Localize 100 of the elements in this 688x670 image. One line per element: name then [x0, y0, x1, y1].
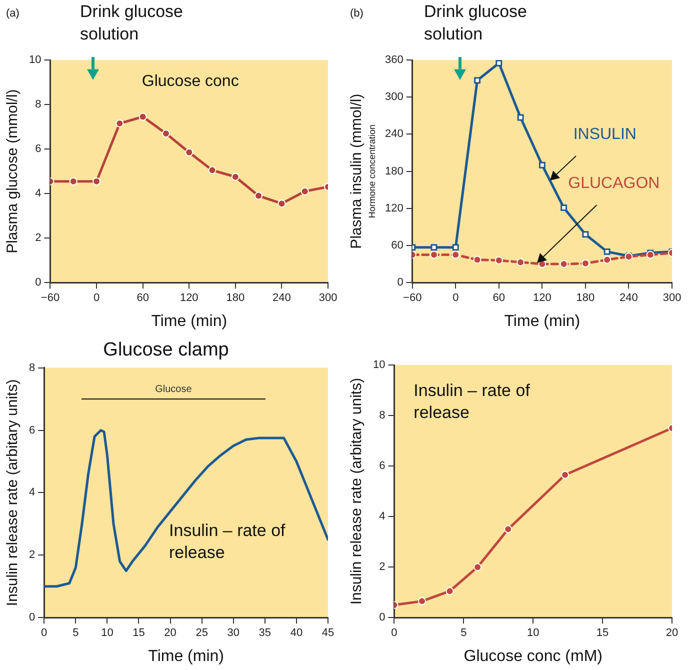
text: Drink glucose solution — [424, 2, 527, 44]
x-tick-label: 60 — [136, 292, 149, 304]
point — [418, 597, 426, 606]
y-tick-label: 360 — [384, 54, 404, 66]
x-tick-label: 300 — [318, 292, 338, 304]
y-tick-label: 10 — [372, 359, 386, 372]
point — [446, 587, 454, 596]
point — [430, 244, 438, 251]
y-tick-label: 0 — [28, 612, 36, 624]
y-tick-label: 120 — [384, 202, 404, 214]
point — [430, 250, 438, 259]
x-tick-label: 5 — [460, 627, 467, 640]
x-tick-label: 45 — [322, 627, 334, 640]
point — [538, 162, 546, 168]
y-axis-title: Plasma glucose (mmol/l) — [4, 89, 22, 254]
point — [92, 177, 101, 186]
annotation: Insulin – rate of release — [169, 520, 286, 562]
x-tick-label: 60 — [492, 292, 506, 304]
point — [560, 260, 568, 268]
y-tick-label: 4 — [379, 510, 386, 523]
text: Hormone concentration — [366, 124, 377, 218]
x-tick-label: 20 — [666, 627, 678, 640]
point — [517, 114, 524, 121]
x-tick-label: 0 — [452, 292, 459, 304]
point — [494, 256, 503, 264]
y-tick-label: 4 — [28, 486, 36, 499]
point — [516, 258, 525, 266]
x-tick-label: −60 — [403, 292, 422, 304]
x-tick-label: 240 — [620, 292, 638, 304]
point — [474, 77, 480, 84]
point — [561, 470, 570, 479]
annotation: Glucose conc — [142, 72, 239, 90]
y-tick-label: 240 — [384, 128, 404, 140]
point — [582, 231, 589, 238]
y-axis-title: Plasma insulin (mmol/l) — [348, 94, 366, 249]
point — [452, 244, 459, 251]
x-tick-label: 120 — [180, 292, 198, 304]
y-tick-label: 4 — [35, 188, 42, 200]
x-axis-title: Time (min) — [148, 648, 224, 665]
text: (b) — [350, 8, 364, 20]
x-tick-label: 30 — [227, 627, 240, 640]
y-tick-label: 8 — [28, 362, 36, 374]
annotation: Glucose — [155, 384, 192, 395]
x-tick-label: 35 — [258, 627, 272, 640]
text: (a) — [6, 8, 20, 20]
y-tick-label: 0 — [397, 276, 404, 289]
x-tick-label: 120 — [532, 292, 552, 304]
x-tick-label: 300 — [662, 292, 682, 304]
y-tick-label: 10 — [28, 54, 42, 66]
point — [496, 60, 502, 66]
x-tick-label: −60 — [40, 292, 60, 304]
y-tick-label: 6 — [28, 424, 36, 436]
y-tick-label: 180 — [384, 165, 404, 178]
x-tick-label: 180 — [576, 292, 595, 304]
y-tick-label: 0 — [379, 612, 386, 624]
x-tick-label: 10 — [526, 627, 540, 640]
x-tick-label: 240 — [272, 292, 291, 304]
x-tick-label: 0 — [93, 292, 100, 304]
point — [473, 256, 482, 264]
text: Drink glucose solution — [80, 2, 183, 44]
point — [603, 256, 612, 264]
x-tick-label: 180 — [226, 292, 245, 304]
point — [69, 177, 78, 186]
y-tick-label: 2 — [28, 549, 36, 562]
y-tick-label: 300 — [384, 91, 404, 104]
y-tick-label: 8 — [379, 410, 386, 422]
x-axis-title: Glucose conc (mM) — [464, 648, 602, 665]
x-tick-label: 25 — [196, 627, 208, 640]
point — [452, 250, 460, 259]
point — [208, 166, 216, 174]
text: GLUCAGON — [568, 175, 660, 192]
annotation: Insulin – rate of release — [414, 380, 530, 422]
point — [581, 259, 590, 268]
y-axis-title: Insulin release rate (arbitary units) — [4, 379, 22, 606]
x-axis-title: Time (min) — [504, 312, 580, 330]
point — [116, 119, 124, 128]
y-tick-label: 8 — [35, 98, 42, 111]
point — [300, 187, 309, 196]
point — [646, 250, 654, 259]
x-tick-label: 40 — [290, 627, 303, 640]
x-tick-label: 5 — [72, 627, 79, 640]
point — [231, 172, 240, 181]
point — [185, 148, 194, 156]
y-tick-label: 60 — [391, 240, 404, 252]
y-tick-label: 6 — [379, 460, 386, 472]
y-tick-label: 0 — [35, 276, 42, 289]
y-tick-label: 6 — [35, 143, 42, 156]
chart-title: Glucose clamp — [103, 340, 229, 361]
point — [254, 192, 263, 200]
point — [278, 200, 286, 208]
x-tick-label: 15 — [132, 627, 145, 640]
x-tick-label: 15 — [596, 627, 609, 640]
x-tick-label: 20 — [164, 627, 176, 640]
text: INSULIN — [573, 126, 636, 144]
point — [560, 204, 568, 212]
x-tick-label: 10 — [101, 627, 114, 640]
point — [474, 563, 482, 572]
point — [504, 525, 512, 534]
point — [138, 112, 147, 121]
x-axis-title: Time (min) — [151, 312, 228, 330]
